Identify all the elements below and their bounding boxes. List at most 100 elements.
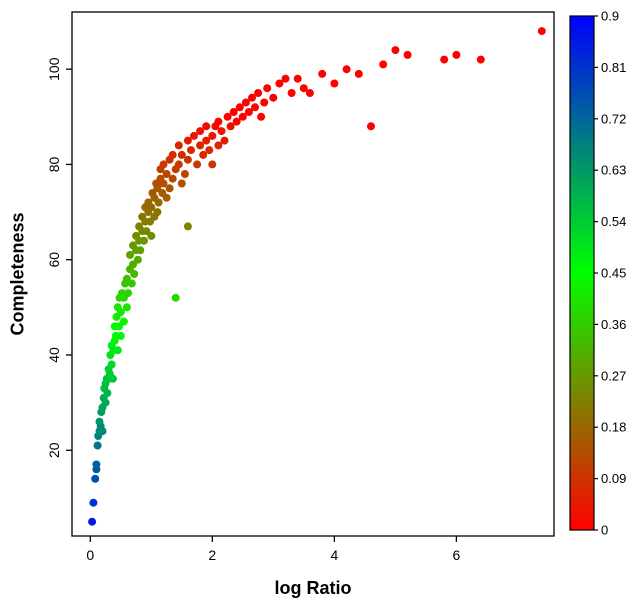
- data-point: [98, 427, 107, 436]
- data-point: [140, 236, 148, 245]
- data-point: [254, 89, 263, 97]
- data-point: [116, 331, 125, 340]
- data-point: [133, 255, 142, 264]
- data-point: [174, 160, 183, 169]
- x-tick-label: 2: [208, 547, 216, 563]
- data-point: [263, 84, 272, 93]
- data-point: [440, 55, 449, 64]
- data-point: [205, 146, 214, 155]
- data-point: [190, 131, 198, 140]
- data-point: [153, 208, 162, 217]
- data-point: [354, 69, 363, 78]
- data-point: [115, 322, 123, 331]
- colorbar-tick-label: 0.54: [601, 214, 626, 229]
- colorbar-tick-label: 0.36: [601, 317, 626, 332]
- data-point: [168, 174, 177, 183]
- data-point: [108, 374, 117, 383]
- data-point: [244, 108, 253, 116]
- data-point: [171, 293, 180, 302]
- data-point: [476, 55, 485, 64]
- data-point: [217, 127, 226, 136]
- data-point: [318, 69, 327, 78]
- data-point: [154, 198, 163, 207]
- x-axis-title: log Ratio: [274, 578, 352, 598]
- data-point: [89, 498, 98, 507]
- data-point: [127, 279, 136, 288]
- data-point: [226, 122, 235, 131]
- data-point: [229, 108, 238, 116]
- data-point: [159, 160, 168, 169]
- data-point: [165, 184, 174, 193]
- y-tick-label: 100: [46, 57, 62, 81]
- data-point: [130, 270, 139, 278]
- data-point: [92, 460, 101, 469]
- data-point: [177, 179, 186, 188]
- data-point: [187, 146, 195, 155]
- data-point: [183, 222, 192, 231]
- data-point: [142, 227, 151, 236]
- data-point: [196, 127, 205, 136]
- data-point: [202, 122, 211, 131]
- colorbar-tick-label: 0.45: [601, 266, 626, 281]
- data-point: [162, 170, 171, 178]
- data-point: [214, 141, 223, 150]
- data-point: [91, 474, 100, 483]
- y-tick-label: 20: [46, 442, 62, 458]
- data-point: [168, 150, 177, 159]
- data-point: [107, 360, 116, 369]
- data-point: [257, 112, 266, 121]
- colorbar-tick-label: 0.63: [601, 163, 626, 178]
- data-point: [124, 289, 133, 298]
- colorbar-tick-label: 0.9: [601, 9, 619, 24]
- colorbar-tick-label: 0: [601, 523, 608, 538]
- x-tick-label: 0: [86, 547, 94, 563]
- data-point: [235, 103, 244, 112]
- colorbar: [569, 15, 595, 531]
- data-point: [88, 517, 97, 526]
- data-point: [275, 79, 284, 88]
- data-point: [103, 389, 112, 398]
- data-point: [116, 308, 125, 317]
- data-point: [232, 117, 241, 126]
- plot-border: [71, 11, 555, 537]
- data-point: [330, 79, 339, 88]
- x-tick-label: 6: [452, 547, 460, 563]
- data-point: [196, 141, 205, 150]
- y-tick-label: 40: [46, 347, 62, 363]
- data-point: [379, 60, 388, 69]
- data-point: [293, 74, 302, 83]
- data-point: [287, 89, 296, 97]
- data-point: [119, 317, 128, 326]
- data-point: [129, 260, 137, 269]
- data-point: [452, 50, 461, 59]
- colorbar-tick-label: 0.27: [601, 368, 626, 383]
- data-point: [101, 398, 110, 407]
- data-point: [220, 136, 229, 145]
- data-point: [162, 193, 171, 202]
- data-point: [299, 84, 308, 93]
- data-point: [199, 150, 208, 159]
- data-point: [248, 93, 256, 102]
- colorbar-tick-label: 0.81: [601, 60, 626, 75]
- data-point: [342, 65, 351, 74]
- data-point: [241, 98, 250, 107]
- data-point: [223, 112, 232, 121]
- data-point: [93, 441, 102, 450]
- data-point: [367, 122, 375, 131]
- data-point: [122, 303, 131, 312]
- data-point: [202, 136, 211, 145]
- data-point: [113, 346, 122, 355]
- data-point: [238, 112, 247, 121]
- y-tick-label: 80: [46, 156, 62, 172]
- data-point: [391, 46, 400, 55]
- data-point: [136, 246, 145, 255]
- data-point: [269, 93, 278, 102]
- data-point: [147, 231, 156, 240]
- data-point: [208, 160, 217, 169]
- data-point: [180, 170, 189, 178]
- data-point: [537, 27, 546, 36]
- data-point: [403, 50, 412, 59]
- data-point: [281, 74, 290, 83]
- y-axis-title: Completeness: [7, 212, 28, 336]
